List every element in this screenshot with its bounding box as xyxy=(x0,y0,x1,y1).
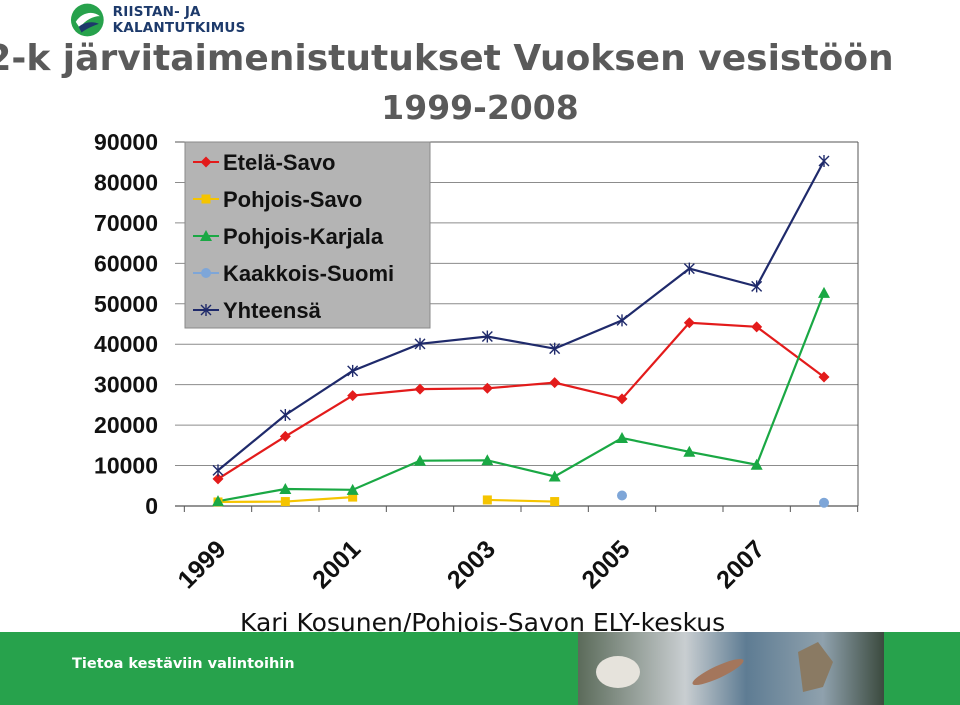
data-point xyxy=(212,495,224,507)
chart-series-markers xyxy=(212,155,830,508)
legend-label: Pohjois-Karjala xyxy=(223,224,384,249)
data-point xyxy=(347,390,359,402)
series-line xyxy=(217,292,826,503)
legend-box xyxy=(184,141,431,329)
data-point xyxy=(616,393,628,405)
x-axis-tick-labels: 1999 2001 2003 2005 2007 xyxy=(172,535,770,594)
data-point xyxy=(617,490,627,501)
y-tick-label: 70000 xyxy=(94,210,158,236)
legend-label: Yhteensä xyxy=(223,298,322,323)
data-point xyxy=(212,473,224,485)
data-point xyxy=(279,430,291,442)
data-point xyxy=(616,314,628,327)
x-tick-label: 2001 xyxy=(307,535,366,594)
data-point xyxy=(616,432,628,444)
data-point xyxy=(279,409,291,421)
data-point xyxy=(683,445,696,457)
y-tick-label: 50000 xyxy=(94,291,158,317)
data-point xyxy=(683,262,695,275)
data-point xyxy=(212,464,224,477)
footer-tagline: Tietoa kestäviin valintoihin xyxy=(72,656,295,672)
data-point xyxy=(481,382,493,394)
data-point xyxy=(818,286,830,298)
legend-label: Etelä-Savo xyxy=(223,150,336,175)
y-tick-label: 10000 xyxy=(94,453,158,479)
y-tick-label: 80000 xyxy=(94,169,158,195)
data-point xyxy=(346,483,359,495)
data-point xyxy=(414,454,426,466)
nature-photo-strip xyxy=(578,632,884,705)
y-tick-label: 90000 xyxy=(94,129,158,155)
data-point xyxy=(549,342,561,355)
data-point xyxy=(481,330,493,343)
x-tick-label: 2007 xyxy=(711,535,770,594)
data-point xyxy=(751,321,763,333)
y-tick-label: 30000 xyxy=(94,372,158,398)
data-point xyxy=(414,337,426,350)
x-tick-label: 2005 xyxy=(576,535,635,594)
fish-logo-icon xyxy=(70,3,104,37)
data-point xyxy=(550,497,560,507)
data-point xyxy=(348,492,358,502)
legend-swatch-marker xyxy=(200,156,212,168)
y-tick-label: 0 xyxy=(145,493,158,519)
data-point xyxy=(549,377,561,389)
series-line xyxy=(487,498,555,503)
legend-swatch-marker xyxy=(200,304,212,316)
brand-logo: RIISTAN- JA KALANTUTKIMUS xyxy=(70,2,330,38)
legend-label: Pohjois-Savo xyxy=(223,187,362,212)
data-point xyxy=(548,470,561,482)
data-point xyxy=(481,454,494,466)
line-chart: 0 10000 20000 30000 40000 50000 60000 70000 8000… xyxy=(94,129,859,594)
legend-label: Kaakkois-Suomi xyxy=(223,261,394,286)
y-tick-label: 60000 xyxy=(94,250,158,276)
page-title: 2-k järvitaimenistutukset Vuoksen vesist… xyxy=(0,38,894,79)
data-point xyxy=(683,317,695,329)
data-point xyxy=(818,371,830,383)
chart-legend: Etelä-Savo Pohjois-Savo Pohjois-Karjala Kaa… xyxy=(184,141,431,329)
data-point xyxy=(280,497,290,507)
data-point xyxy=(414,383,426,395)
x-tick-label: 2003 xyxy=(442,535,501,594)
brand-name: RIISTAN- JA KALANTUTKIMUS xyxy=(112,4,246,36)
series-line xyxy=(217,321,825,480)
series-line xyxy=(217,160,825,472)
data-point xyxy=(818,155,830,168)
data-point xyxy=(751,280,763,293)
y-axis-tick-labels: 0 10000 20000 30000 40000 50000 60000 70000 8000… xyxy=(94,129,158,519)
data-point xyxy=(819,497,829,508)
data-point xyxy=(750,458,763,470)
data-point xyxy=(482,495,492,505)
data-point xyxy=(279,483,292,495)
page-subtitle: 1999-2008 xyxy=(381,88,579,127)
x-tick-label: 1999 xyxy=(172,535,231,594)
legend-swatch-marker xyxy=(201,194,211,204)
y-tick-label: 40000 xyxy=(94,331,158,357)
data-point xyxy=(347,364,359,377)
chart-series-lines xyxy=(217,160,826,504)
legend-swatch-marker xyxy=(200,230,212,241)
y-tick-label: 20000 xyxy=(94,412,158,438)
legend-swatch-marker xyxy=(201,268,211,278)
